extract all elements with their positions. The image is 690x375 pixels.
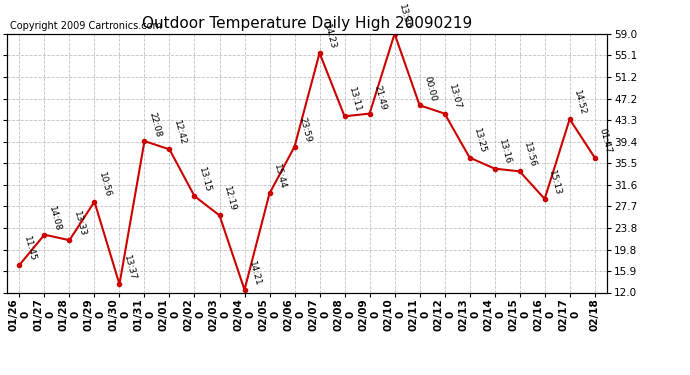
Text: 13:11: 13:11 [347, 86, 363, 114]
Text: 13:16: 13:16 [497, 138, 513, 166]
Text: 14:52: 14:52 [573, 89, 588, 116]
Text: 15:44: 15:44 [273, 164, 288, 190]
Text: 14:23: 14:23 [322, 23, 337, 50]
Text: 01:47: 01:47 [598, 128, 613, 155]
Text: 10:56: 10:56 [97, 171, 112, 199]
Text: 00:00: 00:00 [422, 75, 437, 102]
Text: 22:08: 22:08 [147, 111, 163, 138]
Text: 14:08: 14:08 [47, 205, 63, 232]
Text: 13:33: 13:33 [72, 210, 88, 237]
Text: 13:36: 13:36 [397, 4, 413, 31]
Text: Copyright 2009 Cartronics.com: Copyright 2009 Cartronics.com [10, 21, 162, 31]
Text: 11:45: 11:45 [22, 235, 37, 262]
Text: 13:15: 13:15 [197, 166, 213, 194]
Text: 13:37: 13:37 [122, 254, 137, 282]
Text: 12:19: 12:19 [222, 186, 237, 213]
Text: 12:42: 12:42 [172, 120, 188, 147]
Text: 21:49: 21:49 [373, 84, 388, 111]
Text: 14:21: 14:21 [247, 260, 263, 287]
Text: 13:07: 13:07 [447, 84, 463, 111]
Text: 15:13: 15:13 [547, 169, 563, 196]
Text: 23:59: 23:59 [297, 117, 313, 144]
Text: 13:25: 13:25 [473, 128, 488, 155]
Title: Outdoor Temperature Daily High 20090219: Outdoor Temperature Daily High 20090219 [142, 16, 472, 31]
Text: 13:56: 13:56 [522, 141, 538, 169]
